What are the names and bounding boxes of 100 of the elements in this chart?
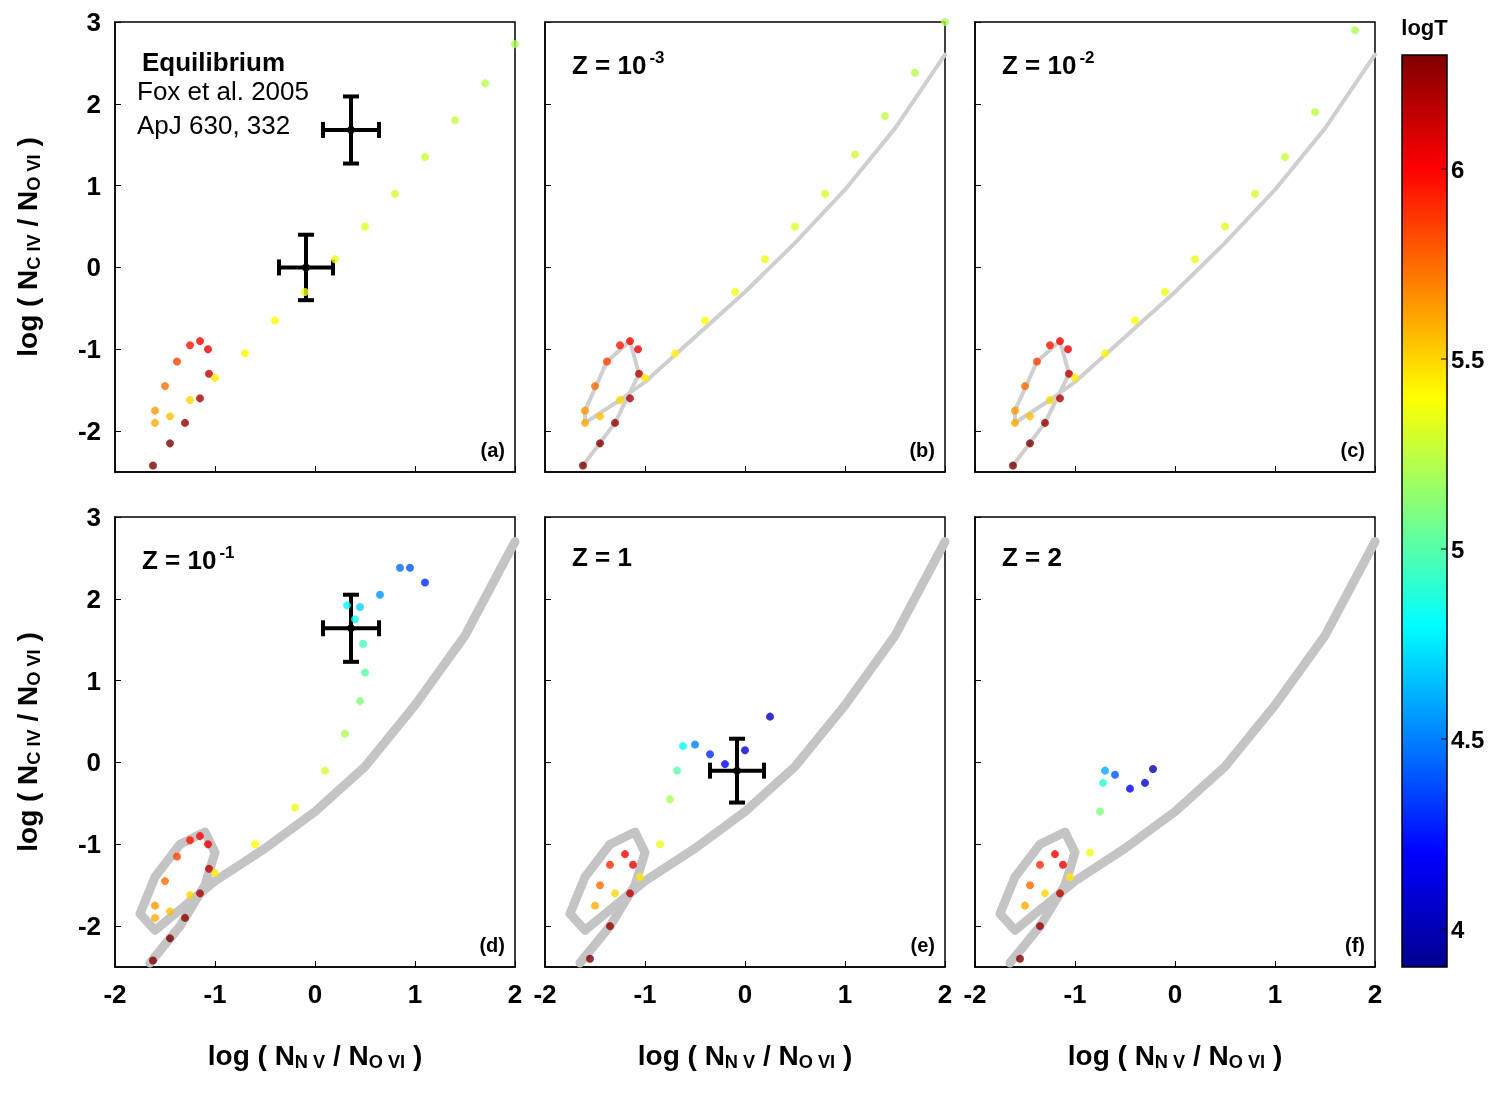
point — [1101, 766, 1109, 775]
point — [666, 795, 674, 804]
point — [1131, 316, 1139, 325]
point — [791, 222, 799, 231]
point — [626, 394, 634, 403]
point — [406, 563, 414, 572]
point — [1026, 412, 1034, 421]
point — [347, 126, 355, 134]
point — [629, 860, 637, 869]
point — [356, 697, 364, 706]
point — [1311, 108, 1319, 116]
x-tick-label: 1 — [1267, 979, 1283, 1009]
point — [1056, 889, 1064, 898]
point — [166, 934, 174, 943]
point — [241, 349, 249, 358]
point — [356, 603, 364, 611]
point — [1021, 382, 1029, 391]
x-tick-label: 2 — [937, 979, 953, 1009]
point — [1281, 153, 1289, 161]
point — [376, 590, 384, 599]
point — [1041, 889, 1049, 898]
point — [1026, 881, 1034, 890]
point — [1036, 922, 1044, 931]
point — [611, 418, 619, 427]
point — [511, 40, 519, 49]
point — [149, 461, 157, 470]
point — [611, 889, 619, 898]
y-tick-label: 0 — [86, 747, 101, 778]
point — [196, 889, 204, 898]
point — [596, 412, 604, 421]
color-bar-label: 6 — [1451, 155, 1465, 183]
point — [361, 668, 369, 677]
point — [166, 439, 174, 448]
point — [347, 624, 355, 633]
point — [1064, 345, 1072, 354]
x-tick-label: -2 — [533, 979, 557, 1009]
y-tick-label: 2 — [86, 88, 101, 119]
color-bar-label: 5.5 — [1451, 345, 1485, 373]
point — [161, 382, 169, 391]
point — [341, 729, 349, 738]
y-tick-label: 1 — [86, 665, 101, 696]
point — [766, 712, 774, 721]
point — [691, 740, 699, 749]
point — [881, 112, 889, 121]
point — [1149, 765, 1157, 773]
point — [1016, 954, 1024, 963]
x-tick-label: 2 — [507, 979, 523, 1009]
point — [151, 406, 159, 415]
point — [606, 860, 614, 869]
annotation: (f) — [1345, 934, 1365, 956]
point — [635, 369, 643, 378]
x-tick-label: 0 — [737, 979, 753, 1009]
point — [391, 189, 399, 198]
y-tick-label: 1 — [86, 170, 101, 201]
point — [591, 382, 599, 391]
point — [481, 79, 489, 88]
point — [204, 345, 212, 354]
point — [1046, 341, 1054, 350]
point — [1011, 406, 1019, 415]
point — [1086, 848, 1094, 857]
point — [616, 396, 624, 404]
point — [1051, 850, 1059, 859]
x-tick-label: 1 — [837, 979, 853, 1009]
point — [211, 373, 219, 382]
x-tick-label: 0 — [1167, 979, 1183, 1009]
point — [733, 766, 741, 775]
x-tick-label: 1 — [407, 979, 423, 1009]
point — [186, 891, 194, 899]
point — [204, 840, 212, 849]
point — [331, 255, 339, 264]
y-tick-label: -1 — [77, 829, 101, 860]
point — [626, 337, 634, 346]
point — [205, 864, 213, 873]
point — [151, 901, 159, 910]
point — [186, 396, 194, 404]
point — [591, 901, 599, 910]
x-tick-label: -1 — [633, 979, 657, 1009]
point — [673, 766, 681, 775]
point — [636, 873, 644, 881]
point — [1221, 222, 1229, 231]
point — [581, 406, 589, 415]
point — [173, 357, 181, 366]
point — [271, 316, 279, 325]
point — [196, 337, 204, 346]
point — [196, 394, 204, 403]
point — [181, 913, 189, 922]
y-tick-label: -1 — [77, 334, 101, 365]
point — [1141, 778, 1149, 787]
annotation: (e) — [910, 934, 936, 956]
point — [151, 913, 159, 922]
point — [186, 836, 194, 845]
point — [701, 316, 709, 325]
point — [596, 881, 604, 890]
point — [351, 615, 359, 624]
point — [1101, 349, 1109, 358]
point — [361, 222, 369, 231]
point — [741, 746, 749, 755]
point — [1033, 357, 1041, 366]
point — [616, 341, 624, 350]
point — [186, 341, 194, 350]
